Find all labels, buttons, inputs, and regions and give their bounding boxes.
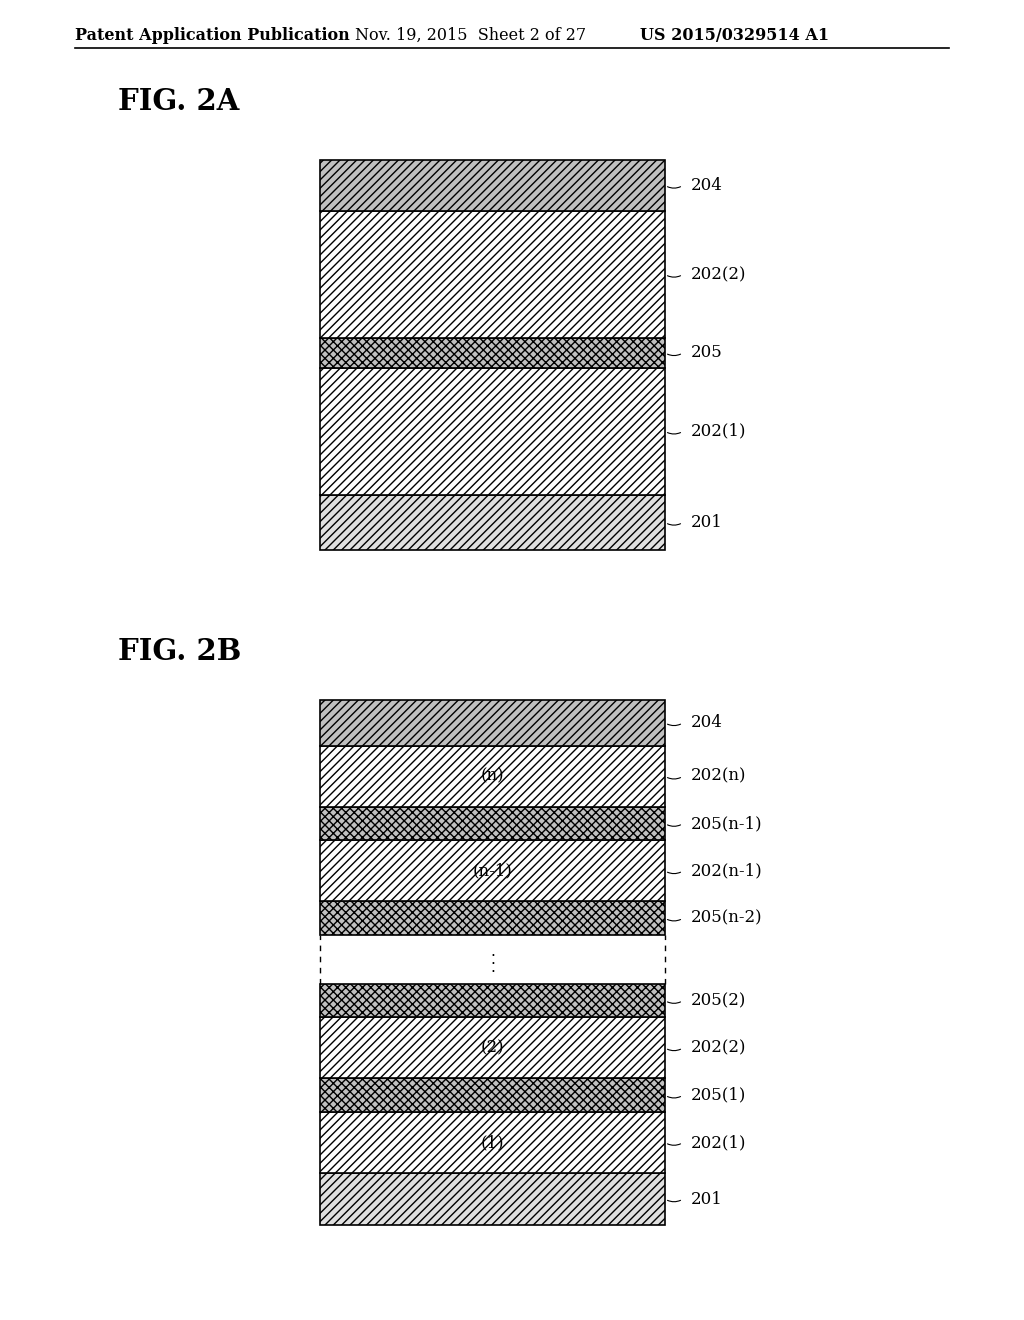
Text: 205(1): 205(1) bbox=[691, 1086, 746, 1104]
Bar bbox=[319, 368, 665, 495]
Bar bbox=[319, 1018, 665, 1078]
Bar bbox=[319, 841, 665, 902]
Bar bbox=[319, 807, 665, 841]
Text: Patent Application Publication: Patent Application Publication bbox=[75, 26, 350, 44]
Bar bbox=[319, 1111, 665, 1173]
Bar bbox=[319, 1078, 665, 1111]
Text: FIG. 2B: FIG. 2B bbox=[118, 638, 242, 667]
Text: .: . bbox=[490, 944, 495, 958]
Text: 202(n): 202(n) bbox=[691, 768, 746, 785]
Bar bbox=[319, 700, 665, 746]
Text: 205: 205 bbox=[691, 345, 723, 362]
Text: 201: 201 bbox=[691, 513, 723, 531]
Bar bbox=[319, 983, 665, 1018]
Bar bbox=[319, 1173, 665, 1225]
Text: 204: 204 bbox=[691, 177, 723, 194]
Text: 205(n-2): 205(n-2) bbox=[691, 909, 763, 927]
Text: 204: 204 bbox=[691, 714, 723, 731]
Text: (n): (n) bbox=[480, 768, 504, 785]
Text: .: . bbox=[490, 952, 495, 968]
Bar bbox=[319, 495, 665, 550]
Bar bbox=[319, 338, 665, 368]
Text: (n-1): (n-1) bbox=[472, 862, 512, 879]
Bar bbox=[319, 902, 665, 935]
Text: 202(2): 202(2) bbox=[691, 265, 746, 282]
Text: 202(2): 202(2) bbox=[691, 1039, 746, 1056]
Text: (2): (2) bbox=[480, 1039, 504, 1056]
Text: .: . bbox=[490, 960, 495, 975]
Text: 205(n-1): 205(n-1) bbox=[691, 816, 763, 832]
Text: 202(n-1): 202(n-1) bbox=[691, 862, 763, 879]
Text: (1): (1) bbox=[480, 1134, 504, 1151]
Bar bbox=[319, 211, 665, 338]
Bar bbox=[319, 746, 665, 807]
Text: US 2015/0329514 A1: US 2015/0329514 A1 bbox=[640, 26, 829, 44]
Text: Nov. 19, 2015  Sheet 2 of 27: Nov. 19, 2015 Sheet 2 of 27 bbox=[355, 26, 586, 44]
Text: 205(2): 205(2) bbox=[691, 993, 746, 1010]
Bar bbox=[319, 160, 665, 211]
Text: FIG. 2A: FIG. 2A bbox=[118, 87, 240, 116]
Text: 202(1): 202(1) bbox=[691, 422, 746, 440]
Text: 201: 201 bbox=[691, 1191, 723, 1208]
Text: 202(1): 202(1) bbox=[691, 1134, 746, 1151]
